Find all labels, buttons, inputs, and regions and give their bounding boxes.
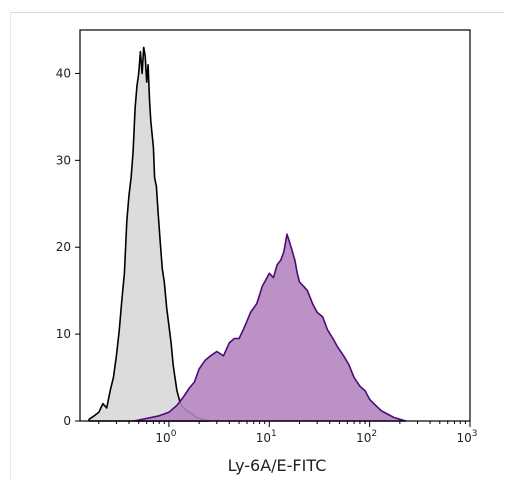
- x-tick-base: 10: [256, 431, 271, 445]
- histogram-series-1: [88, 46, 210, 422]
- x-tick-exponent: 0: [171, 429, 177, 439]
- chart-frame: [10, 12, 504, 480]
- histogram-series-2: [133, 233, 407, 422]
- y-tick-label: 0: [63, 414, 71, 428]
- y-tick-label: 10: [56, 327, 71, 341]
- x-tick-label: 102: [356, 429, 377, 445]
- x-tick-label: 103: [456, 429, 477, 445]
- series-layer: [88, 46, 407, 422]
- x-tick-label: 101: [256, 429, 277, 445]
- x-axis-title: Ly-6A/E-FITC: [228, 456, 327, 475]
- y-tick-label: 30: [56, 153, 71, 167]
- x-tick-label: 100: [155, 429, 176, 445]
- plot-area-border: [79, 29, 471, 422]
- x-tick-base: 10: [356, 431, 371, 445]
- x-tick-base: 10: [155, 431, 170, 445]
- y-tick-label: 20: [56, 240, 71, 254]
- x-tick-exponent: 2: [371, 429, 377, 439]
- y-tick-label: 40: [56, 66, 71, 80]
- x-tick-exponent: 1: [271, 429, 277, 439]
- x-tick-base: 10: [456, 431, 471, 445]
- x-tick-exponent: 3: [472, 429, 478, 439]
